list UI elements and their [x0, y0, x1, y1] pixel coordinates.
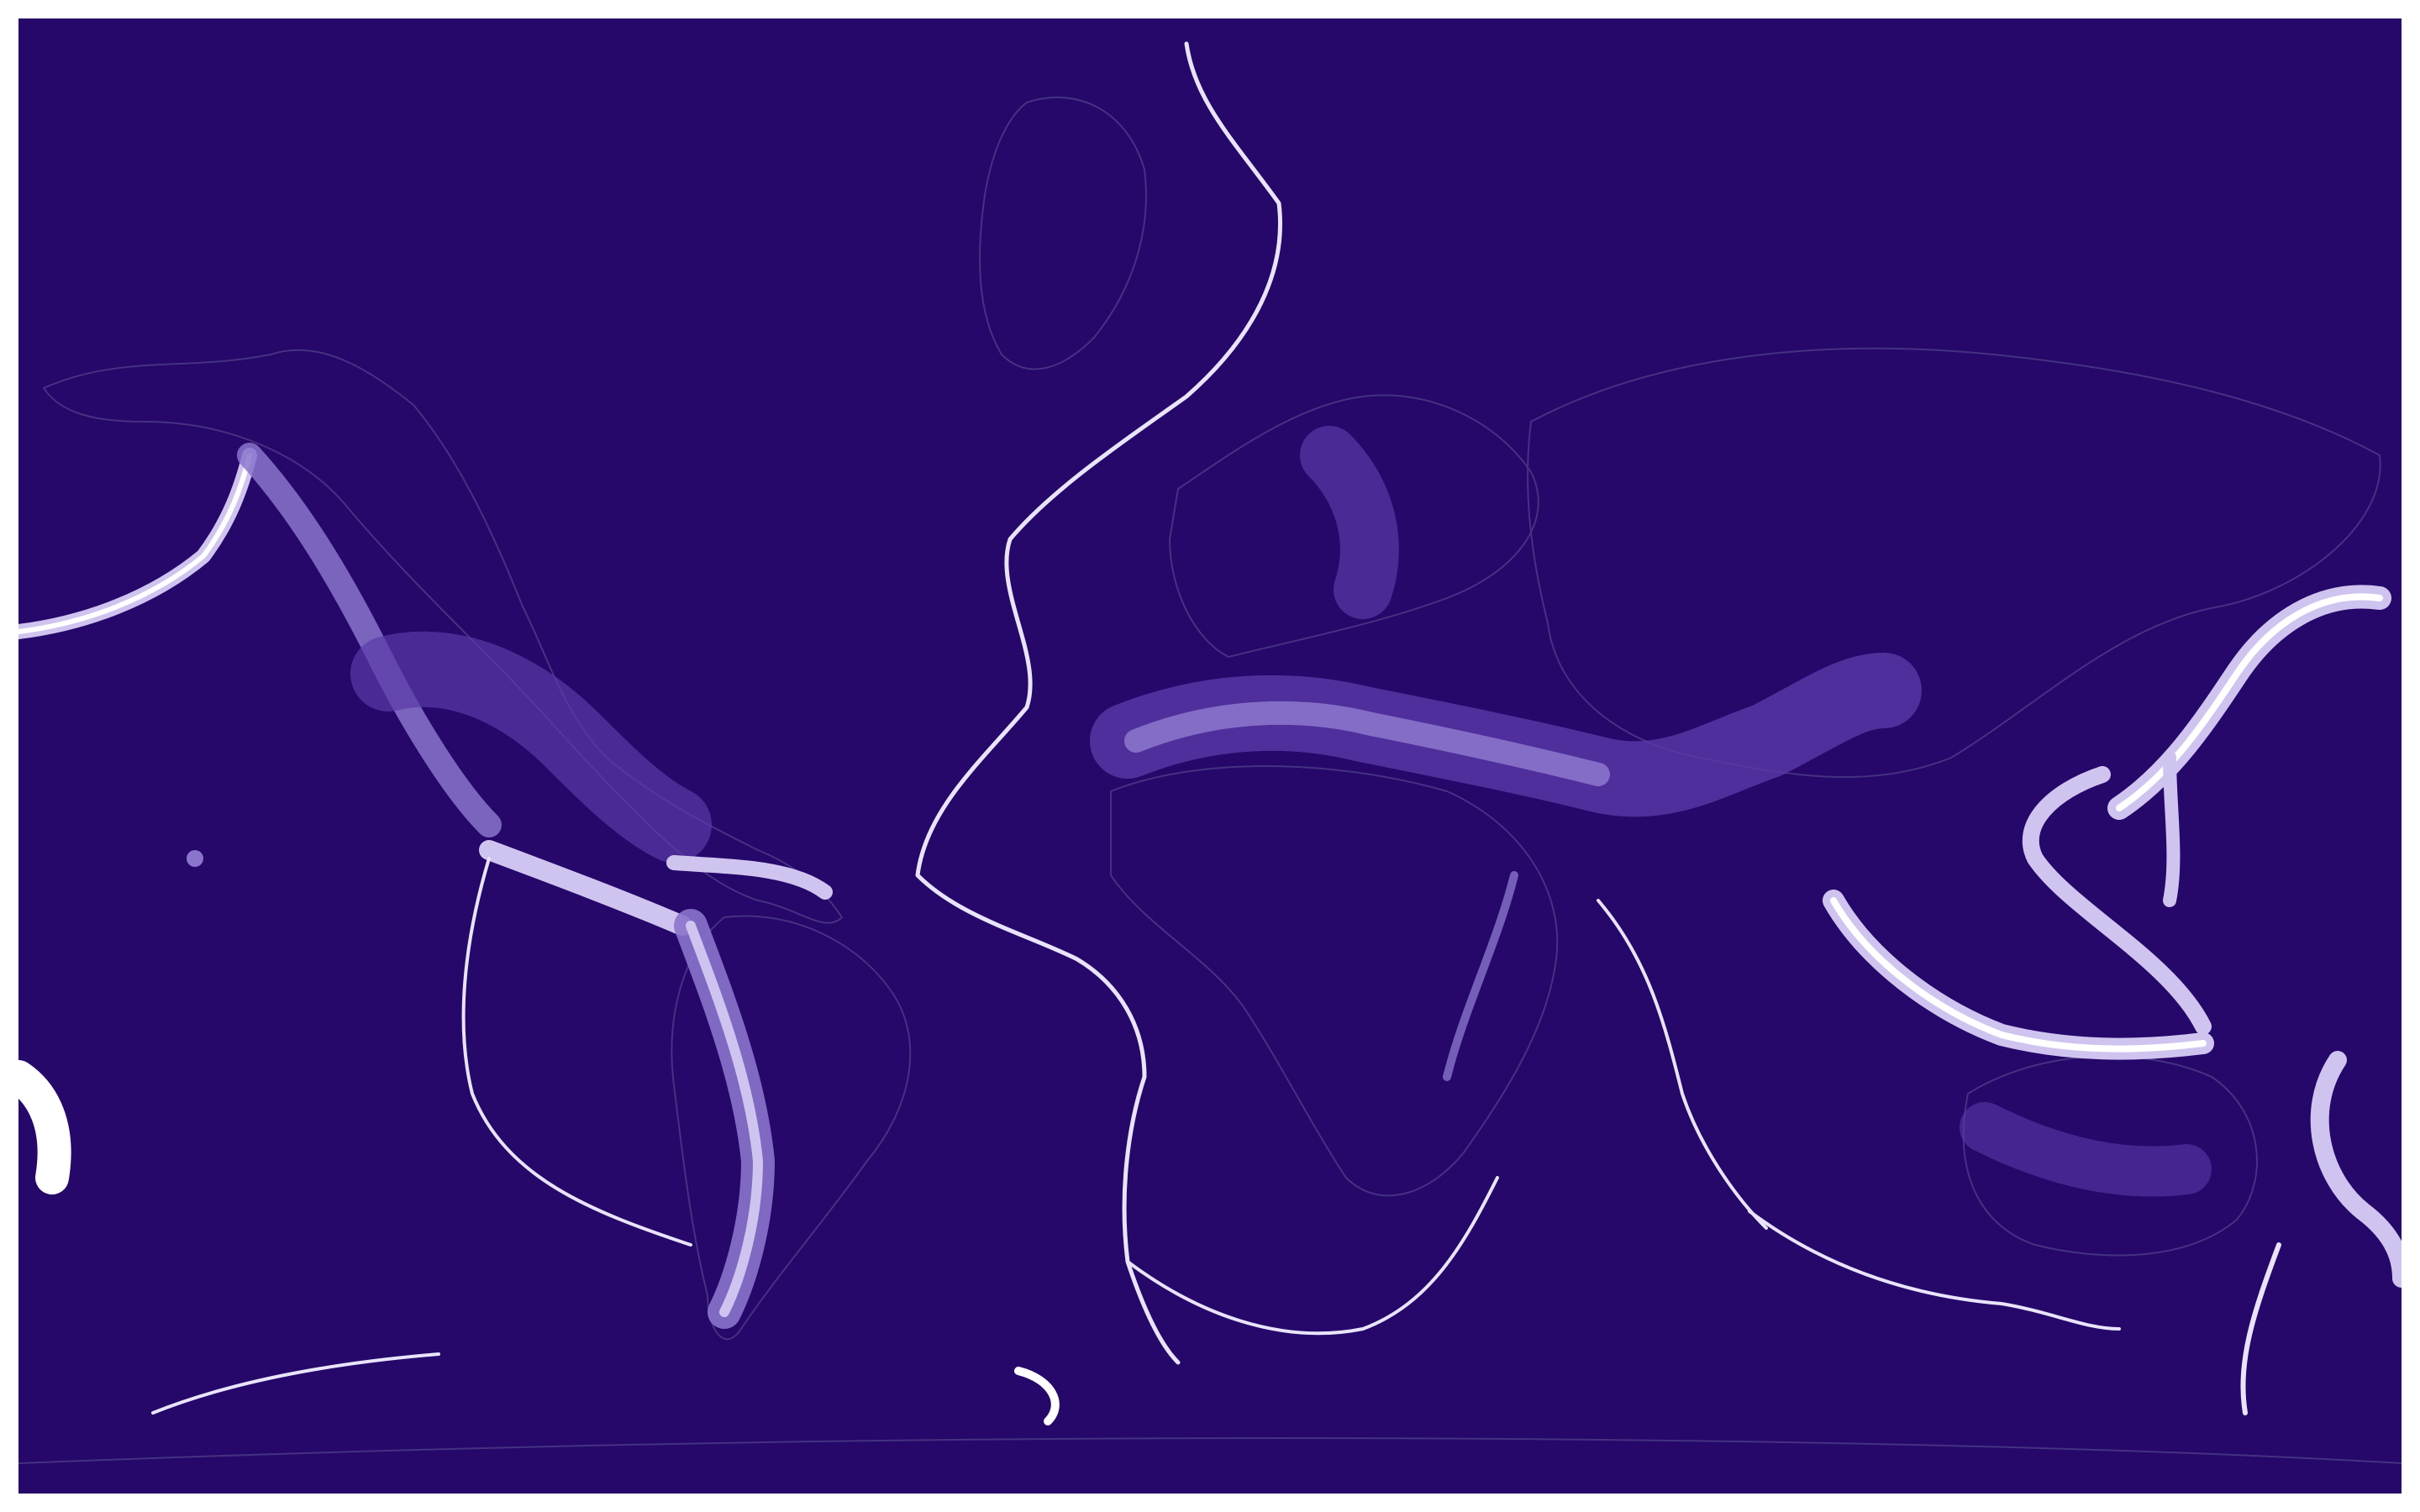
coastline-europe — [1168, 394, 1539, 659]
sunda-arc-core — [1830, 897, 2207, 1053]
caribbean-arc-band — [666, 855, 833, 900]
aleutian-arc-core — [18, 453, 252, 634]
central-america-band — [479, 840, 692, 936]
philippine-arc-band — [2022, 766, 2212, 1035]
pacific-antarctic-ridge — [151, 1352, 440, 1415]
hawaii-cluster — [187, 850, 203, 867]
southwest-indian-ridge — [1126, 1176, 1499, 1336]
east-pacific-rise — [461, 857, 692, 1247]
southeast-indian-ridge — [1748, 1210, 2121, 1331]
coastline-greenland — [979, 96, 1147, 370]
coastline-asia — [1527, 347, 2381, 779]
coastlines — [18, 96, 2402, 1464]
central-indian-ridge — [1597, 899, 1768, 1230]
japan-kuril-arc-core — [2116, 593, 2383, 811]
alpine-himalayan-core — [1124, 701, 1610, 786]
scotia-arc-band — [1014, 1367, 1060, 1425]
australia-diffuse — [1960, 1102, 2212, 1197]
new-zealand-band — [2240, 1242, 2281, 1415]
tonga-fiji-west-edge — [18, 1060, 71, 1194]
coastline-south-america — [671, 915, 912, 1341]
coastline-africa — [1110, 765, 1559, 1197]
andes-core — [686, 921, 763, 1317]
scandinavia-diffuse — [1300, 426, 1399, 619]
tonga-kermadec-band — [2310, 1051, 2402, 1288]
mid-atlantic-ridge — [915, 41, 1282, 1365]
map-frame — [18, 18, 2402, 1494]
coastline-antarctica — [18, 1436, 2402, 1464]
east-africa-rift — [1443, 871, 1518, 1081]
coastline-north-america — [42, 349, 844, 924]
earthquake-density-map[interactable] — [18, 18, 2402, 1494]
north-america-interior-band — [350, 631, 712, 863]
seismic-density-layer — [18, 41, 2402, 1425]
izu-bonin-arc — [2163, 751, 2181, 907]
